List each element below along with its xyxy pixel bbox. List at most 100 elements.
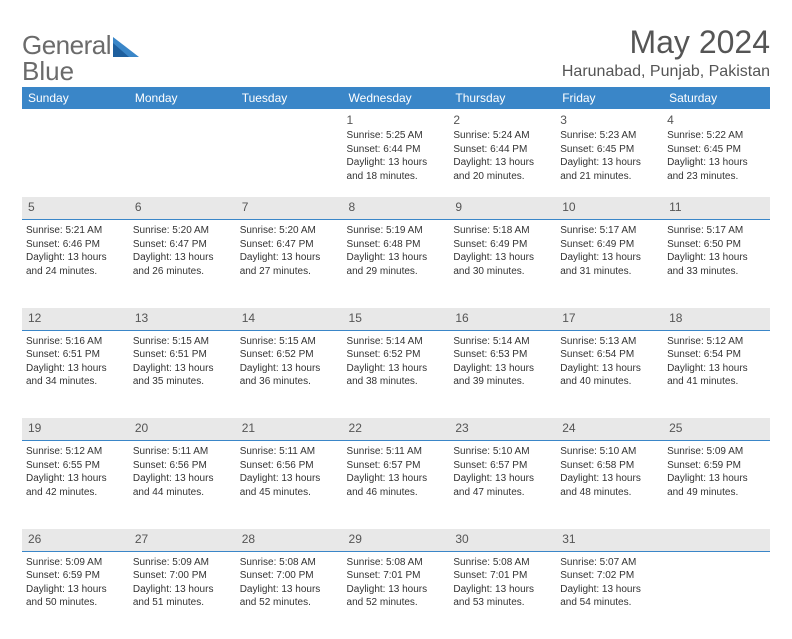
weekday-label-cell: 22: [343, 418, 450, 441]
sunset-line: Sunset: 6:45 PM: [667, 143, 766, 157]
daylight-line-1: Daylight: 13 hours: [133, 251, 232, 265]
day-number: 29: [349, 532, 444, 546]
day-number: 26: [28, 532, 123, 546]
daylight-line-2: and 39 minutes.: [453, 375, 552, 389]
day-details: Sunrise: 5:09 AMSunset: 7:00 PMDaylight:…: [133, 556, 232, 610]
day-details: Sunrise: 5:11 AMSunset: 6:56 PMDaylight:…: [133, 445, 232, 499]
daylight-line-1: Daylight: 13 hours: [26, 362, 125, 376]
daylight-line-2: and 41 minutes.: [667, 375, 766, 389]
day-cell: Sunrise: 5:20 AMSunset: 6:47 PMDaylight:…: [236, 220, 343, 308]
daylight-line-1: Daylight: 13 hours: [347, 583, 446, 597]
daylight-line-1: Daylight: 13 hours: [240, 583, 339, 597]
day-number: 22: [349, 421, 444, 435]
weekday-label-row: 12131415161718: [22, 308, 770, 331]
logo-triangle-icon: [113, 35, 139, 57]
day-cell: Sunrise: 5:11 AMSunset: 6:56 PMDaylight:…: [236, 441, 343, 529]
sunrise-line: Sunrise: 5:21 AM: [26, 224, 125, 238]
daylight-line-1: Daylight: 13 hours: [667, 251, 766, 265]
daylight-line-2: and 38 minutes.: [347, 375, 446, 389]
week-row: Sunrise: 5:12 AMSunset: 6:55 PM Daylight:…: [22, 441, 770, 529]
weekday-label-cell: 24: [556, 418, 663, 441]
sunset-line: Sunset: 6:52 PM: [240, 348, 339, 362]
day-cell: Sunrise: 5:12 AMSunset: 6:54 PMDaylight:…: [663, 330, 770, 418]
day-details: Sunrise: 5:09 AMSunset: 6:59 PMDaylight:…: [667, 445, 766, 499]
daylight-line-2: and 52 minutes.: [347, 596, 446, 610]
day-details: Sunrise: 5:11 AMSunset: 6:57 PMDaylight:…: [347, 445, 446, 499]
sunset-line: Sunset: 7:02 PM: [560, 569, 659, 583]
sunrise-line: Sunrise: 5:23 AM: [560, 129, 659, 143]
day-number: 20: [135, 421, 230, 435]
sunrise-line: Sunrise: 5:09 AM: [667, 445, 766, 459]
day-number: 18: [669, 311, 764, 325]
sunrise-line: Sunrise: 5:16 AM: [26, 335, 125, 349]
day-cell: Sunrise: 5:18 AMSunset: 6:49 PMDaylight:…: [449, 220, 556, 308]
daylight-line-2: and 24 minutes.: [26, 265, 125, 279]
daylight-line-2: and 21 minutes.: [560, 170, 659, 184]
day-details: Sunrise: 5:12 AMSunset: 6:55 PMDaylight:…: [26, 445, 125, 499]
day-details: Sunrise: 5:09 AMSunset: 6:59 PMDaylight:…: [26, 556, 125, 610]
sunrise-line: Sunrise: 5:22 AM: [667, 129, 766, 143]
day-number: 1: [347, 113, 446, 127]
day-cell: [236, 109, 343, 197]
daylight-line-2: and 42 minutes.: [26, 486, 125, 500]
day-number: 8: [349, 200, 444, 214]
sunrise-line: Sunrise: 5:09 AM: [26, 556, 125, 570]
day-number: 25: [669, 421, 764, 435]
daylight-line-1: Daylight: 13 hours: [133, 583, 232, 597]
sunrise-line: Sunrise: 5:12 AM: [26, 445, 125, 459]
sunset-line: Sunset: 6:45 PM: [560, 143, 659, 157]
weekday-label-row: 19202122232425: [22, 418, 770, 441]
weekday-label-cell: 6: [129, 197, 236, 220]
weekday-label-cell: 8: [343, 197, 450, 220]
day-cell: Sunrise: 5:11 AMSunset: 6:57 PMDaylight:…: [343, 441, 450, 529]
daylight-line-1: Daylight: 13 hours: [26, 251, 125, 265]
weekday-label-row: 262728293031: [22, 529, 770, 552]
day-details: Sunrise: 5:16 AMSunset: 6:51 PMDaylight:…: [26, 335, 125, 389]
day-details: Sunrise: 5:24 AMSunset: 6:44 PMDaylight:…: [453, 129, 552, 183]
day-number: 31: [562, 532, 657, 546]
day-number: 15: [349, 311, 444, 325]
sunset-line: Sunset: 6:57 PM: [453, 459, 552, 473]
day-cell: Sunrise: 5:09 AMSunset: 7:00 PMDaylight:…: [129, 551, 236, 639]
daylight-line-2: and 29 minutes.: [347, 265, 446, 279]
weekday-label-cell: 28: [236, 529, 343, 552]
day-details: Sunrise: 5:23 AMSunset: 6:45 PMDaylight:…: [560, 129, 659, 183]
daylight-line-1: Daylight: 13 hours: [347, 472, 446, 486]
weekday-label-cell: 31: [556, 529, 663, 552]
daylight-line-2: and 50 minutes.: [26, 596, 125, 610]
daylight-line-1: Daylight: 13 hours: [347, 362, 446, 376]
day-number: 2: [453, 113, 552, 127]
sunrise-line: Sunrise: 5:08 AM: [453, 556, 552, 570]
sunrise-line: Sunrise: 5:07 AM: [560, 556, 659, 570]
sunset-line: Sunset: 7:01 PM: [347, 569, 446, 583]
sunrise-line: Sunrise: 5:24 AM: [453, 129, 552, 143]
day-cell: Sunrise: 5:17 AMSunset: 6:49 PMDaylight:…: [556, 220, 663, 308]
sunrise-line: Sunrise: 5:11 AM: [240, 445, 339, 459]
week-row: Sunrise: 5:21 AMSunset: 6:46 PMDaylight:…: [22, 220, 770, 308]
day-details: Sunrise: 5:22 AMSunset: 6:45 PMDaylight:…: [667, 129, 766, 183]
daylight-line-2: and 18 minutes.: [347, 170, 446, 184]
daylight-line-2: and 23 minutes.: [667, 170, 766, 184]
daylight-line-1: Daylight: 13 hours: [453, 472, 552, 486]
daylight-line-1: Daylight: 13 hours: [560, 251, 659, 265]
day-cell: Sunrise: 5:09 AMSunset: 6:59 PMDaylight:…: [663, 441, 770, 529]
dow-sun: Sunday: [22, 87, 129, 109]
daylight-line-1: Daylight: 13 hours: [133, 362, 232, 376]
daylight-line-1: Daylight: 13 hours: [667, 472, 766, 486]
weekday-label-cell: 19: [22, 418, 129, 441]
day-details: Sunrise: 5:25 AMSunset: 6:44 PMDaylight:…: [347, 129, 446, 183]
day-cell: Sunrise: 5:19 AMSunset: 6:48 PMDaylight:…: [343, 220, 450, 308]
day-cell: Sunrise: 5:11 AMSunset: 6:56 PMDaylight:…: [129, 441, 236, 529]
daylight-line-2: and 52 minutes.: [240, 596, 339, 610]
day-number: 11: [669, 200, 764, 214]
day-cell: Sunrise: 5:08 AMSunset: 7:00 PMDaylight:…: [236, 551, 343, 639]
daylight-line-1: Daylight: 13 hours: [133, 472, 232, 486]
daylight-line-2: and 30 minutes.: [453, 265, 552, 279]
month-title: May 2024: [562, 24, 770, 61]
day-number: 23: [455, 421, 550, 435]
sunset-line: Sunset: 6:55 PM: [26, 459, 125, 473]
daylight-line-1: Daylight: 13 hours: [240, 362, 339, 376]
weekday-label-cell: 26: [22, 529, 129, 552]
day-number: 4: [667, 113, 766, 127]
daylight-line-2: and 47 minutes.: [453, 486, 552, 500]
